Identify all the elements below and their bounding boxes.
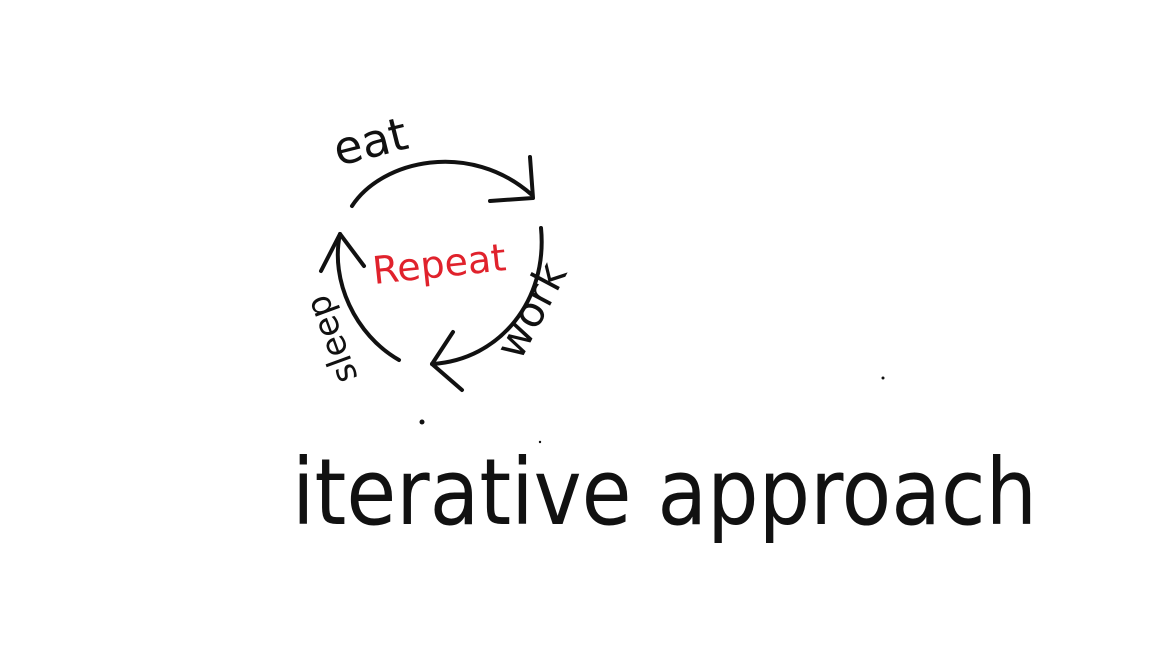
cycle-arrow-left (335, 232, 401, 362)
step-label-eat: eat (328, 106, 413, 176)
stray-dot-caption (538, 440, 542, 444)
cycle-arrowhead-left (319, 232, 366, 273)
cycle-arrowhead-right (430, 330, 464, 392)
cycle-arrowhead-top (488, 155, 535, 203)
stray-dot-right (881, 376, 885, 380)
caption-text: iterative approach (292, 439, 1037, 546)
cycle-arrow-top (350, 159, 534, 208)
cycle-arrow-right (430, 226, 544, 366)
center-label-repeat: Repeat (370, 235, 508, 293)
step-label-sleep: sleep (298, 290, 367, 389)
stray-dot-center (419, 419, 425, 425)
cycle-diagram (319, 155, 544, 392)
